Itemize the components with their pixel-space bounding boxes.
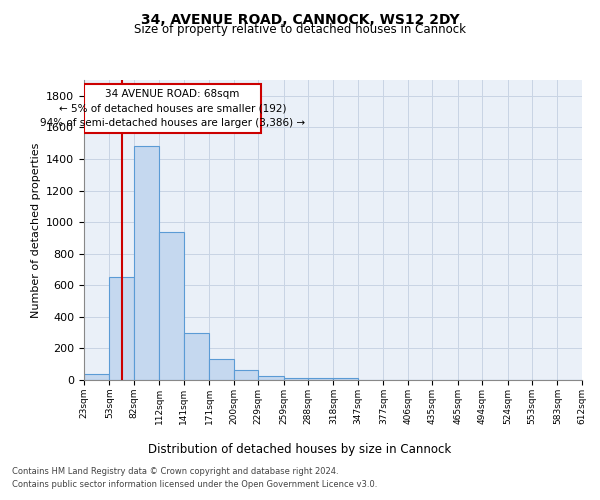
Text: 34 AVENUE ROAD: 68sqm: 34 AVENUE ROAD: 68sqm (105, 88, 239, 99)
Bar (258, 376, 284, 380)
Bar (233, 370, 258, 380)
Bar (284, 378, 308, 380)
Text: 34, AVENUE ROAD, CANNOCK, WS12 2DY: 34, AVENUE ROAD, CANNOCK, WS12 2DY (140, 12, 460, 26)
Text: Contains HM Land Registry data © Crown copyright and database right 2024.: Contains HM Land Registry data © Crown c… (12, 468, 338, 476)
Text: Contains public sector information licensed under the Open Government Licence v3: Contains public sector information licen… (12, 480, 377, 489)
Bar (308, 378, 334, 380)
Bar (184, 334, 209, 380)
Text: Distribution of detached houses by size in Cannock: Distribution of detached houses by size … (148, 442, 452, 456)
Bar (159, 232, 184, 380)
Bar (334, 378, 358, 380)
Bar (134, 146, 159, 380)
Text: ← 5% of detached houses are smaller (192): ← 5% of detached houses are smaller (192… (59, 104, 286, 114)
Text: Size of property relative to detached houses in Cannock: Size of property relative to detached ho… (134, 22, 466, 36)
Y-axis label: Number of detached properties: Number of detached properties (31, 142, 41, 318)
Bar (84, 374, 109, 380)
FancyBboxPatch shape (84, 84, 261, 133)
Bar (209, 360, 233, 380)
Bar (109, 278, 134, 380)
Text: 94% of semi-detached houses are larger (3,386) →: 94% of semi-detached houses are larger (… (40, 118, 305, 128)
